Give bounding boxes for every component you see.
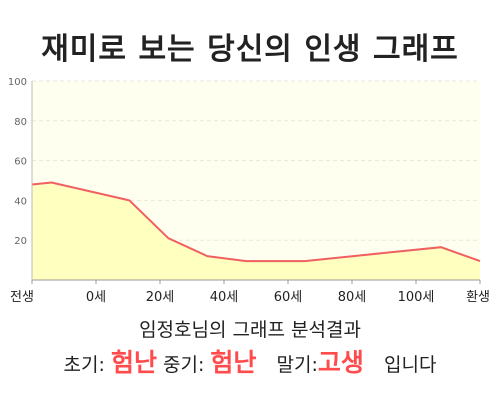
x-tick-label: 80세 (338, 290, 367, 305)
mid-label: 중기: (163, 354, 205, 376)
y-tick-label: 100 (8, 77, 27, 88)
x-tick-label: 0세 (86, 290, 106, 305)
late-value: 고생 (317, 348, 364, 377)
x-axis-ticks: 전생 0세 20세 40세 60세 80세 100세 환생 (10, 280, 490, 305)
early-label: 초기: (63, 354, 105, 376)
late-label: 말기: (276, 354, 318, 376)
analysis-subtitle: 임정호님의 그래프 분석결과 (139, 319, 361, 341)
page-title: 재미로 보는 당신의 인생 그래프 (41, 32, 459, 67)
x-tick-label: 100세 (398, 290, 435, 305)
x-tick-label: 60세 (274, 290, 303, 305)
life-line (31, 181, 481, 263)
y-tick-label: 80 (14, 117, 27, 128)
y-tick-label: 60 (14, 157, 27, 168)
early-value: 험난 (110, 348, 157, 377)
result-suffix: 입니다 (384, 354, 437, 376)
y-tick-label: 20 (14, 236, 27, 247)
life-area-fill (32, 182, 480, 280)
y-axis-ticks: 20 40 60 80 100 (8, 77, 27, 247)
life-graph-chart: 20 40 60 80 100 전생 0세 20세 40세 60세 80세 100세 환생 (8, 77, 490, 305)
x-tick-label: 전생 (10, 290, 34, 305)
grid-lines (32, 80, 480, 241)
x-tick-label: 20세 (146, 290, 175, 305)
mid-value: 험난 (210, 348, 257, 377)
analysis-result: 초기: 험난 중기: 험난 말기:고생 입니다 (0, 346, 500, 382)
x-tick-label: 환생 (466, 290, 490, 305)
y-tick-label: 40 (14, 196, 27, 207)
x-tick-label: 40세 (210, 290, 239, 305)
